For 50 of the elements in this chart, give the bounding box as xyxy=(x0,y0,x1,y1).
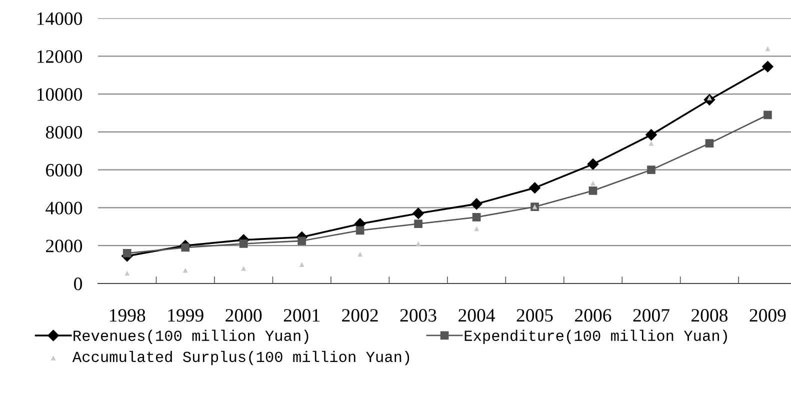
x-tick-label: 2001 xyxy=(284,309,320,322)
x-tick-label: 1999 xyxy=(168,309,204,322)
legend-label: Accumulated Surplus(100 million Yuan) xyxy=(72,350,410,366)
x-tick-label: 2006 xyxy=(575,309,612,322)
y-tick-label: 14000 xyxy=(37,12,82,25)
point xyxy=(124,270,130,276)
point xyxy=(412,208,424,220)
point xyxy=(414,220,422,228)
x-tick-label: 2004 xyxy=(458,309,495,322)
point xyxy=(764,110,772,120)
point xyxy=(358,252,363,257)
point xyxy=(587,158,599,170)
point xyxy=(474,226,480,232)
y-tick-label: 4000 xyxy=(46,202,82,214)
point xyxy=(529,182,540,194)
x-tick-label: 2000 xyxy=(226,309,262,322)
point xyxy=(705,139,714,148)
point xyxy=(590,180,596,186)
point xyxy=(648,140,654,146)
x-tick-label: 2007 xyxy=(633,309,670,322)
point xyxy=(182,268,188,273)
point xyxy=(765,46,770,52)
point xyxy=(472,213,481,222)
point xyxy=(239,240,248,248)
x-tick-label: 2008 xyxy=(692,309,728,322)
point xyxy=(588,186,598,195)
x-tick-label: 2009 xyxy=(750,309,786,322)
point xyxy=(298,236,306,246)
point xyxy=(416,241,421,246)
point xyxy=(181,243,190,252)
point xyxy=(122,249,132,258)
point xyxy=(299,262,304,268)
y-tick-label: 2000 xyxy=(46,240,82,252)
point xyxy=(241,266,246,271)
y-tick-label: 8000 xyxy=(46,126,82,139)
y-tick-label: 10000 xyxy=(37,88,82,101)
x-tick-label: 2005 xyxy=(516,309,553,322)
x-tick-label: 2002 xyxy=(342,309,378,322)
x-tick-label: 2003 xyxy=(400,309,436,322)
x-tick-label: 1998 xyxy=(110,309,146,322)
y-tick-label: 12000 xyxy=(37,50,82,63)
point xyxy=(470,198,482,210)
y-tick-label: 6000 xyxy=(46,164,82,177)
legend-label: Revenues(100 million Yuan) xyxy=(74,330,308,344)
point xyxy=(356,226,364,235)
point xyxy=(647,166,656,174)
point xyxy=(762,61,774,72)
point xyxy=(646,129,657,140)
y-tick-label: 0 xyxy=(74,278,82,290)
legend-label: Expenditure(100 million Yuan) xyxy=(464,330,727,344)
